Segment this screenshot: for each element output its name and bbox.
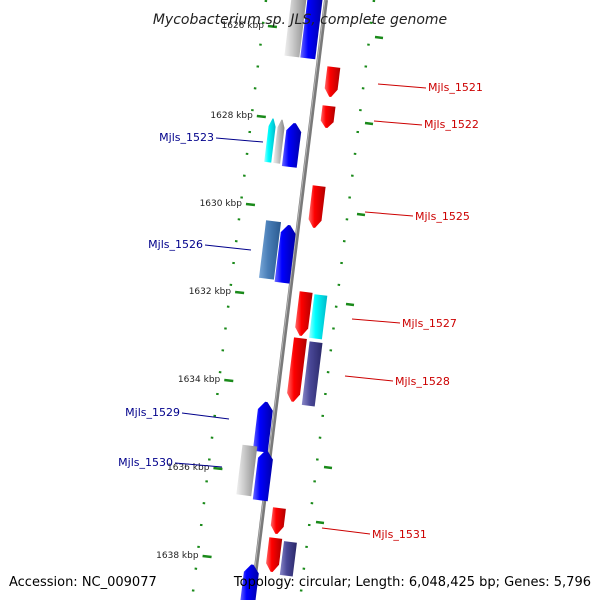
kbp-ticks: 1626 kbp 1628 kbp 1630 kbp 1632 kbp 1634 kbp…	[156, 21, 384, 561]
minor-tick	[315, 520, 325, 525]
gene-Mjls_1525[interactable]	[308, 185, 326, 228]
kbp-tick	[245, 202, 256, 207]
gene-Mjls_1531b-slate[interactable]	[279, 541, 297, 577]
gene-label-mjls_1528[interactable]: Mjls_1528	[395, 375, 450, 388]
gene-Mjls_1527-red[interactable]	[295, 291, 313, 336]
gene-Mjls_1529[interactable]	[252, 401, 273, 453]
minor-tick	[323, 465, 333, 470]
gene-Mjls_1522[interactable]	[320, 105, 336, 128]
topology-text: Topology: circular; Length: 6,048,425 bp…	[233, 575, 591, 590]
kbp-label: 1626 kbp	[222, 21, 265, 31]
gene-Mjls_1527-cyan[interactable]	[309, 294, 328, 340]
left-guide	[190, 0, 268, 600]
gene-label-mjls_1526[interactable]: Mjls_1526	[148, 238, 203, 251]
minor-tick	[364, 121, 374, 126]
gene-Mjls_1531[interactable]	[270, 507, 286, 534]
gene-Mjls_1528-red[interactable]	[287, 337, 307, 402]
gene-label-mjls_1521[interactable]: Mjls_1521	[428, 81, 483, 94]
kbp-label: 1634 kbp	[178, 375, 221, 385]
gene-label-mjls_1525[interactable]: Mjls_1525	[415, 210, 470, 223]
minor-tick	[374, 35, 384, 40]
kbp-tick	[224, 378, 234, 383]
kbp-tick	[267, 24, 278, 29]
gene-top-blue[interactable]	[300, 0, 323, 60]
gene-Mjls_1530-gray[interactable]	[236, 444, 258, 497]
gene-label-mjls_1529[interactable]: Mjls_1529	[125, 406, 180, 419]
gene-Mjls_1530-blue[interactable]	[252, 450, 273, 502]
kbp-tick	[234, 290, 245, 295]
leader-line	[321, 527, 371, 535]
gene-Mjls_1523-blue[interactable]	[281, 123, 302, 168]
gene-label-mjls_1523[interactable]: Mjls_1523	[159, 131, 214, 144]
accession-text: Accession: NC_009077	[9, 575, 157, 590]
gene-bottom-blue[interactable]	[240, 564, 259, 600]
gene-Mjls_1523-gray[interactable]	[273, 119, 285, 164]
leader-line	[344, 375, 394, 382]
minor-tick	[345, 302, 355, 307]
gene-Mjls_1521[interactable]	[324, 66, 341, 97]
minor-tick	[356, 212, 366, 217]
gene-features	[236, 0, 341, 600]
leader-line	[181, 412, 230, 420]
gene-Mjls_1526-blue[interactable]	[274, 225, 296, 284]
leader-line	[351, 318, 401, 324]
kbp-label: 1628 kbp	[210, 111, 253, 121]
kbp-tick	[256, 114, 266, 119]
gene-label-mjls_1530[interactable]: Mjls_1530	[118, 456, 173, 469]
gene-Mjls_1526-steel[interactable]	[259, 220, 281, 280]
gene-labels: Mjls_1521 Mjls_1522 Mjls_1525 Mjls_1527 Mjls…	[118, 81, 483, 541]
leader-line	[204, 244, 252, 251]
kbp-tick	[202, 554, 212, 559]
leader-line	[377, 83, 427, 89]
gene-label-mjls_1522[interactable]: Mjls_1522	[424, 118, 479, 131]
map-title: Mycobacterium sp. JLS, complete genome	[153, 12, 447, 28]
kbp-label: 1636 kbp	[167, 463, 210, 473]
gene-label-mjls_1531[interactable]: Mjls_1531	[372, 528, 427, 541]
kbp-label: 1632 kbp	[189, 287, 232, 297]
leader-line	[215, 137, 264, 143]
gene-top-gray[interactable]	[284, 0, 307, 58]
leader-line	[373, 120, 423, 126]
kbp-label: 1630 kbp	[200, 199, 243, 209]
kbp-tick	[213, 466, 223, 471]
gene-Mjls_1528-slate[interactable]	[301, 341, 323, 407]
gene-Mjls_1523-cyan[interactable]	[264, 118, 276, 163]
gene-label-mjls_1527[interactable]: Mjls_1527	[402, 317, 457, 330]
leader-line	[364, 211, 414, 217]
kbp-label: 1638 kbp	[156, 551, 199, 561]
leader-line	[174, 462, 223, 468]
gene-Mjls_1531b-red[interactable]	[266, 537, 283, 572]
